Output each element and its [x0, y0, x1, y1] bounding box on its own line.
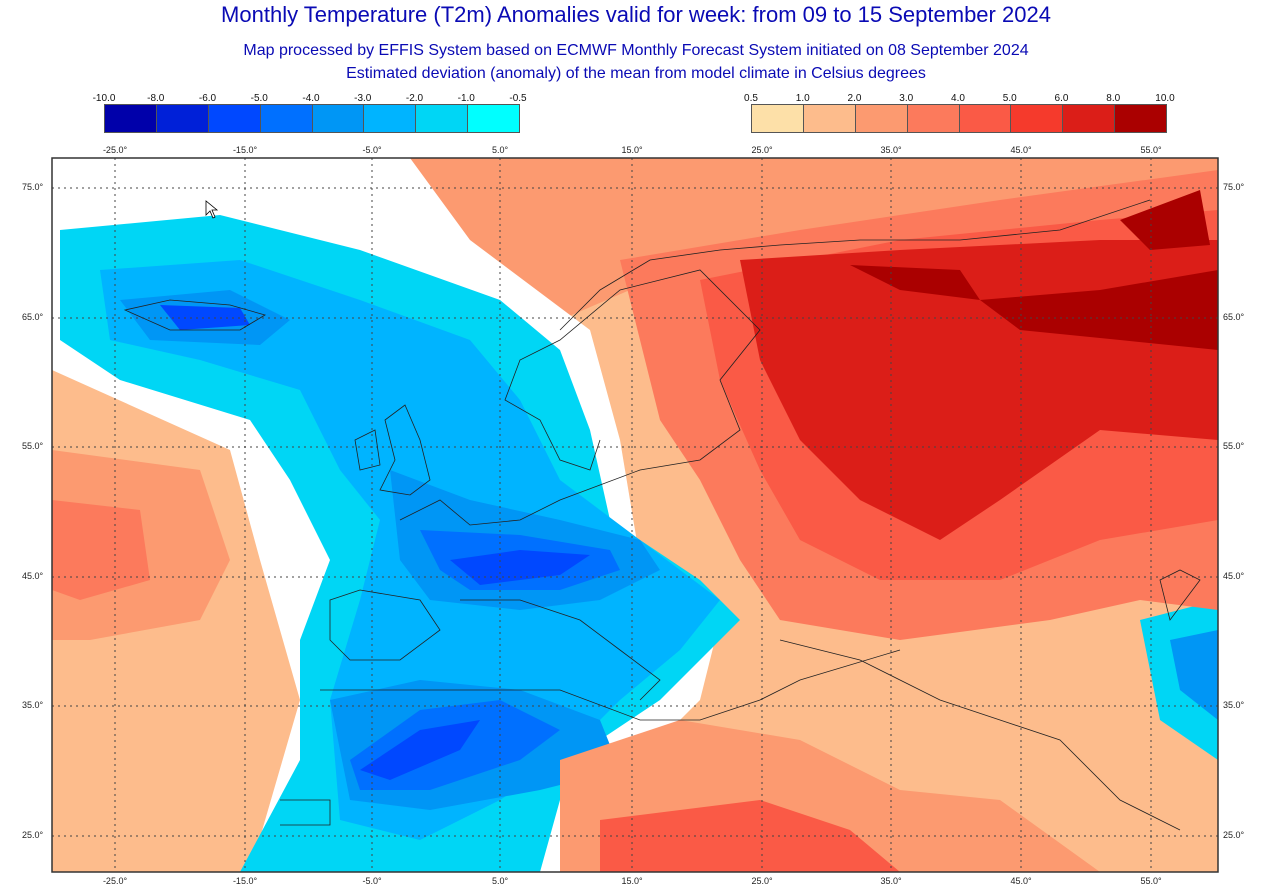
latitude-label: 35.0°: [1223, 700, 1245, 710]
longitude-label: 5.0°: [491, 145, 509, 155]
positive-legend-label: 10.0: [1155, 93, 1175, 104]
latitude-label: 55.0°: [1223, 441, 1245, 451]
positive-legend-label: 8.0: [1106, 93, 1121, 104]
positive-legend-swatch: [1063, 105, 1116, 132]
positive-legend-label: 2.0: [847, 93, 862, 104]
negative-legend-swatch: [364, 105, 417, 132]
positive-legend-swatch: [959, 105, 1012, 132]
map-frame: [51, 157, 1219, 873]
longitude-label: 15.0°: [621, 145, 643, 155]
longitude-label: 15.0°: [621, 876, 643, 886]
longitude-label: -25.0°: [102, 876, 128, 886]
positive-legend-swatch: [855, 105, 908, 132]
longitude-label: 55.0°: [1140, 876, 1162, 886]
positive-legend-swatch: [1011, 105, 1064, 132]
latitude-label: 25.0°: [1223, 830, 1245, 840]
positive-legend-label: 0.5: [744, 93, 758, 104]
map-description: Estimated deviation (anomaly) of the mea…: [346, 65, 926, 82]
longitude-label: 55.0°: [1140, 145, 1162, 155]
coastlines: [123, 199, 1201, 831]
negative-legend-label: -0.5: [509, 93, 527, 104]
latitude-label: 55.0°: [22, 441, 44, 451]
negative-legend-label: -1.0: [457, 93, 475, 104]
negative-legend-swatch: [105, 105, 157, 132]
negative-legend-label: -3.0: [354, 93, 372, 104]
positive-legend-swatch: [803, 105, 856, 132]
latitude-label: 75.0°: [22, 182, 44, 192]
latitude-label: 65.0°: [1223, 312, 1245, 322]
negative-legend-swatch: [260, 105, 313, 132]
positive-legend-swatch: [1115, 105, 1166, 132]
negative-legend-swatch: [312, 105, 365, 132]
longitude-label: 25.0°: [751, 145, 773, 155]
negative-legend-label: -6.0: [198, 93, 217, 104]
negative-legend-label: -8.0: [147, 93, 165, 104]
latitude-label: 35.0°: [22, 700, 44, 710]
map-subtitle: Map processed by EFFIS System based on E…: [243, 42, 1029, 59]
map-title: Monthly Temperature (T2m) Anomalies vali…: [221, 2, 1051, 27]
longitude-label: 45.0°: [1010, 876, 1032, 886]
negative-legend-swatch: [416, 105, 469, 132]
negative-legend-swatch: [468, 105, 519, 132]
mouse-cursor-icon: [205, 200, 219, 219]
negative-legend-swatch: [156, 105, 209, 132]
longitude-label: 45.0°: [1010, 145, 1032, 155]
positive-legend-label: 4.0: [951, 93, 965, 104]
negative-legend-label: -4.0: [302, 93, 320, 104]
positive-legend-swatch: [907, 105, 960, 132]
positive-legend-label: 5.0: [1002, 93, 1017, 104]
negative-legend-label: -5.0: [250, 93, 268, 104]
longitude-label: 5.0°: [491, 876, 509, 886]
latitude-label: 45.0°: [1223, 571, 1245, 581]
graticule: [52, 158, 1218, 872]
positive-anomaly-colorbar: [751, 104, 1167, 133]
negative-legend-label: -2.0: [405, 93, 424, 104]
longitude-label: -25.0°: [102, 145, 128, 155]
latitude-label: 45.0°: [22, 571, 44, 581]
longitude-label: 35.0°: [880, 145, 902, 155]
latitude-label: 65.0°: [22, 312, 44, 322]
longitude-label: -15.0°: [232, 145, 258, 155]
negative-anomaly-colorbar: [104, 104, 520, 133]
latitude-label: 75.0°: [1223, 182, 1245, 192]
longitude-label: 35.0°: [880, 876, 902, 886]
longitude-label: -5.0°: [362, 145, 382, 155]
positive-legend-label: 3.0: [899, 93, 914, 104]
positive-legend-label: 1.0: [795, 93, 810, 104]
longitude-label: -5.0°: [362, 876, 382, 886]
longitude-label: -15.0°: [232, 876, 258, 886]
positive-legend-label: 6.0: [1054, 93, 1069, 104]
negative-legend-label: -10.0: [92, 93, 116, 104]
positive-legend-swatch: [752, 105, 804, 132]
latitude-label: 25.0°: [22, 830, 44, 840]
negative-legend-swatch: [208, 105, 261, 132]
longitude-label: 25.0°: [751, 876, 773, 886]
